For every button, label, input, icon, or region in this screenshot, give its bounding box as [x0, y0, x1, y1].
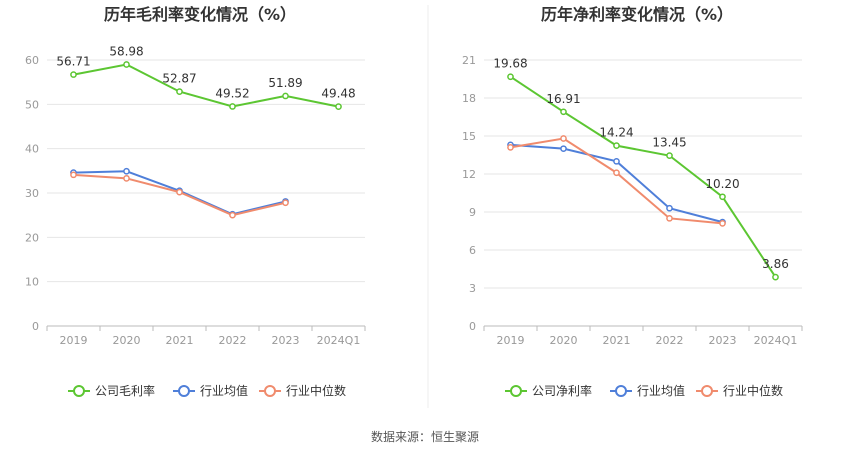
chart-2-x-tick-label: 2019: [497, 334, 525, 347]
chart-1-data-point: [335, 103, 342, 110]
chart-2-data-label: 19.68: [493, 57, 527, 71]
chart-2-data-point: [719, 220, 726, 227]
chart-1-data-point: [123, 175, 130, 182]
chart-2-y-tick-label: 18: [462, 92, 476, 105]
chart-2-title: 历年净利率变化情况（%）: [541, 5, 733, 24]
chart-1-x-tick-label: 2024Q1: [317, 334, 361, 347]
chart-1-legend-label: 行业中位数: [286, 383, 346, 398]
chart-1-data-label: 58.98: [109, 45, 143, 59]
chart-1-data-point: [229, 103, 236, 110]
chart-1-y-tick-label: 50: [25, 98, 39, 111]
chart-1-data-point: [70, 71, 77, 78]
chart-2-data-point: [507, 144, 514, 151]
chart-2-data-point: [772, 273, 779, 281]
chart-2-y-tick-label: 9: [469, 206, 476, 219]
chart-2-data-point: [507, 73, 514, 81]
chart-1-data-point: [176, 188, 183, 196]
chart-2-legend-swatch-marker: [615, 385, 627, 397]
chart-2-legend-label: 行业均值: [637, 383, 685, 398]
chart-2-data-point: [560, 145, 567, 153]
chart-1-y-tick-label: 40: [25, 143, 39, 156]
chart-2-data-point: [719, 193, 726, 201]
chart-1-x-tick-label: 2020: [113, 334, 141, 347]
chart-2-data-point: [560, 135, 567, 142]
chart-1-x-tick-label: 2021: [166, 334, 194, 347]
chart-1-y-tick-label: 60: [25, 54, 39, 67]
chart-1-data-point: [123, 61, 130, 68]
chart-2-y-tick-label: 3: [469, 282, 476, 295]
chart-2-x-tick-label: 2022: [656, 334, 684, 347]
chart-1-legend-label: 公司毛利率: [95, 383, 155, 398]
chart-2-data-point: [666, 152, 673, 159]
chart-2-legend-label: 公司净利率: [532, 383, 592, 398]
chart-2-x-tick-label: 2023: [709, 334, 737, 347]
chart-2-x-tick-label: 2020: [550, 334, 578, 347]
chart-1-legend-swatch-marker: [178, 385, 190, 397]
chart-2-series-line-2: [510, 143, 723, 224]
chart-1-data-point: [176, 88, 183, 95]
chart-2-data-point: [613, 142, 620, 149]
chart-2-data-label: 13.45: [652, 136, 686, 150]
chart-2-data-point: [613, 157, 620, 165]
chart-1-data-label: 56.71: [56, 55, 90, 69]
chart-1-data-point: [70, 171, 77, 179]
chart-1-data-label: 51.89: [268, 76, 302, 90]
chart-2-legend-label: 行业中位数: [723, 383, 783, 398]
chart-1-data-point: [282, 92, 289, 100]
data-source-footer: 数据来源：恒生聚源: [370, 430, 479, 444]
chart-2-data-label: 3.86: [762, 257, 789, 271]
chart-1-data-label: 52.87: [162, 72, 196, 86]
chart-2-data-label: 16.91: [546, 92, 580, 106]
chart-2-series-line-1: [509, 75, 777, 278]
chart-2-data-label: 14.24: [599, 126, 633, 140]
chart-2-y-tick-label: 12: [462, 168, 476, 181]
chart-2-legend-swatch-marker: [701, 385, 713, 397]
chart-2-y-tick-label: 6: [469, 244, 476, 257]
chart-1-y-tick-label: 20: [25, 231, 39, 244]
chart-1-x-tick-label: 2019: [60, 334, 88, 347]
chart-1-y-tick-label: 0: [32, 320, 39, 333]
chart-1-data-label: 49.48: [321, 87, 355, 101]
chart-1-data-point: [229, 211, 236, 219]
chart-1-y-tick-label: 30: [25, 187, 39, 200]
chart-1-data-point: [123, 167, 130, 175]
chart-2-y-tick-label: 21: [462, 54, 476, 67]
chart-1-legend-swatch-marker: [73, 385, 85, 397]
chart-1-x-tick-label: 2023: [272, 334, 300, 347]
chart-1-x-tick-label: 2022: [219, 334, 247, 347]
chart-1-data-point: [282, 199, 289, 207]
chart-2-series-line-3: [510, 137, 723, 225]
chart-1-legend-label: 行业均值: [200, 383, 248, 398]
chart-2-y-tick-label: 0: [469, 320, 476, 333]
chart-2-y-tick-label: 15: [462, 130, 476, 143]
chart-2-x-tick-label: 2024Q1: [754, 334, 798, 347]
chart-2-data-point: [666, 204, 673, 212]
chart-1-title: 历年毛利率变化情况（%）: [104, 5, 296, 24]
chart-1-data-label: 49.52: [215, 86, 249, 100]
chart-2-data-label: 10.20: [705, 177, 739, 191]
chart-1-series-line-1: [73, 63, 339, 108]
chart-2-data-point: [666, 214, 673, 222]
chart-1-y-tick-label: 10: [25, 276, 39, 289]
chart-2-data-point: [613, 169, 620, 177]
chart-2-x-tick-label: 2021: [603, 334, 631, 347]
chart-1-legend-swatch-marker: [264, 385, 276, 397]
chart-2-data-point: [560, 108, 567, 116]
chart-2-legend-swatch-marker: [510, 385, 522, 397]
